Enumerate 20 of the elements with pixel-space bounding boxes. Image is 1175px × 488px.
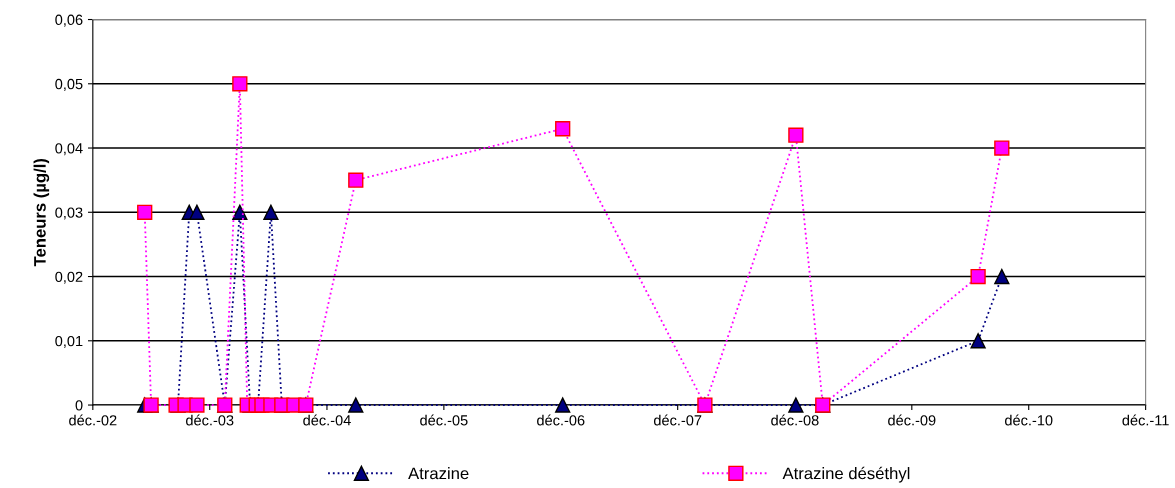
y-tick-label: 0,06	[55, 14, 83, 27]
x-tick-label: déc.-07	[653, 414, 702, 426]
legend-label: Atrazine	[408, 467, 469, 480]
x-tick-label: déc.-09	[888, 414, 936, 426]
y-tick-label: 0,05	[55, 78, 83, 91]
legend-label: Atrazine déséthyl	[782, 466, 910, 483]
x-tick-label: déc.-02	[69, 414, 117, 426]
x-tick-label: déc.-04	[303, 414, 351, 426]
y-tick-label: 0,03	[55, 207, 83, 220]
x-tick-label: déc.-03	[186, 414, 234, 426]
y-tick-label: 0,01	[55, 335, 83, 348]
x-tick-label: déc.-05	[420, 414, 468, 426]
y-tick-label: 0	[75, 400, 83, 411]
x-tick-label: déc.-11	[1122, 414, 1169, 426]
y-axis-title: Teneurs (µg/l)	[33, 158, 50, 267]
x-tick-label: déc.-08	[771, 414, 819, 426]
x-tick-label: déc.-06	[537, 414, 585, 426]
y-tick-label: 0,04	[55, 143, 83, 156]
y-tick-label: 0,02	[55, 271, 83, 284]
x-tick-label: déc.-10	[1005, 414, 1053, 426]
